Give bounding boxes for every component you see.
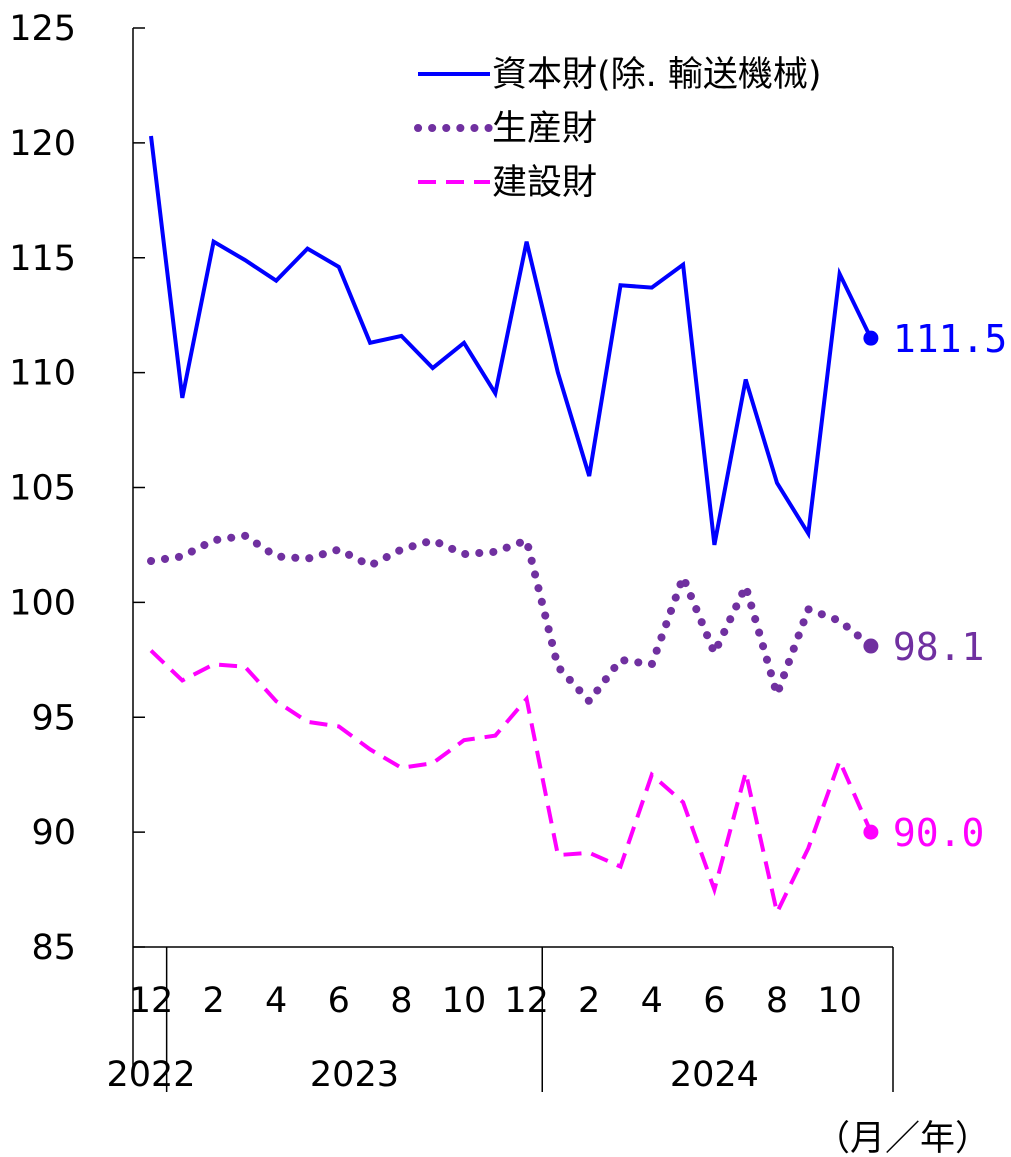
x-tick-label: 8 [390, 981, 412, 1021]
x-tick-label: 12 [129, 981, 174, 1021]
y-tick-label: 100 [9, 583, 76, 623]
x-tick-label: 6 [328, 981, 350, 1021]
x-tick-label: 8 [766, 981, 788, 1021]
x-tick-label: 6 [703, 981, 725, 1021]
series-end-label-2: 98.1 [893, 625, 985, 669]
y-tick-label: 115 [9, 239, 76, 279]
series-line-2 [147, 531, 875, 708]
x-tick-label: 2 [578, 981, 600, 1021]
series-layer [147, 135, 879, 919]
x-tick-label: 10 [442, 981, 487, 1021]
x-tick-label: 12 [504, 981, 549, 1021]
y-tick-label: 105 [9, 469, 76, 509]
x-year-label: 2022 [106, 1055, 195, 1095]
y-tick-label: 95 [31, 698, 76, 738]
y-tick-label: 90 [31, 813, 76, 853]
series-line-3 [149, 649, 873, 919]
series-end-marker-2 [863, 638, 879, 654]
y-tick-label: 125 [9, 9, 76, 49]
x-axis-unit-label: （月／年） [815, 1119, 990, 1157]
x-tick-label: 4 [641, 981, 663, 1021]
series-end-marker-1 [863, 330, 879, 346]
series-line-1 [149, 135, 873, 546]
x-tick-label: 4 [265, 981, 287, 1021]
y-tick-label: 110 [9, 354, 76, 394]
series-end-marker-3 [863, 824, 879, 840]
y-tick-label: 85 [31, 928, 76, 968]
series-end-label-1: 111.5 [893, 317, 1007, 361]
x-year-label: 2024 [670, 1055, 759, 1095]
labels-layer: （月／年） 111.5 98.1 90.0 [815, 317, 1007, 1157]
series-end-label-3: 90.0 [893, 811, 985, 855]
x-tick-label: 2 [202, 981, 224, 1021]
legend-label-1: 資本財(除. 輸送機械) [492, 55, 822, 95]
legend-label-3: 建設財 [492, 163, 597, 203]
y-tick-label: 120 [9, 124, 76, 164]
x-tick-label: 10 [817, 981, 862, 1021]
x-year-label: 2023 [310, 1055, 399, 1095]
legend-label-2: 生産財 [492, 109, 597, 149]
